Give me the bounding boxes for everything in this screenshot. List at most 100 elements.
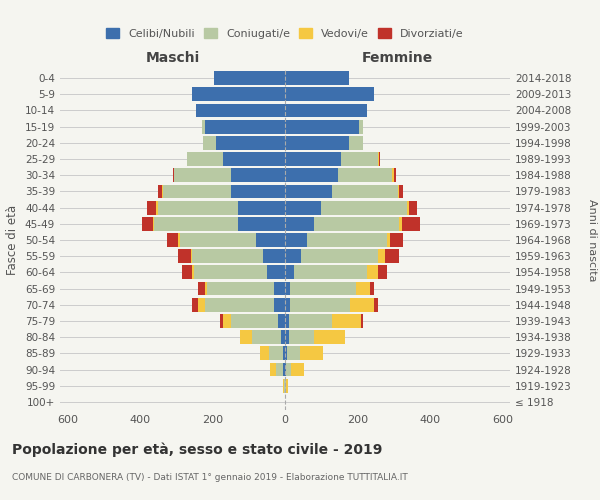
Text: Femmine: Femmine	[362, 51, 433, 65]
Bar	[349, 136, 363, 149]
Bar	[156, 200, 158, 214]
Bar	[392, 168, 394, 182]
Bar	[223, 314, 230, 328]
Bar	[398, 184, 400, 198]
Bar	[205, 298, 274, 312]
Bar	[400, 184, 403, 198]
Bar	[276, 362, 283, 376]
Bar	[367, 266, 377, 280]
Bar	[289, 314, 332, 328]
Bar	[256, 233, 285, 247]
Bar	[263, 250, 285, 263]
Bar	[253, 330, 281, 344]
Bar	[285, 136, 349, 149]
Bar	[374, 298, 377, 312]
Bar	[161, 184, 163, 198]
Bar	[341, 152, 377, 166]
Bar	[359, 120, 363, 134]
Bar	[175, 168, 230, 182]
Bar	[285, 200, 321, 214]
Text: Maschi: Maschi	[145, 51, 200, 65]
Bar	[290, 282, 356, 296]
Bar	[285, 298, 290, 312]
Bar	[370, 282, 374, 296]
Bar	[287, 346, 299, 360]
Bar	[321, 200, 407, 214]
Bar	[285, 88, 374, 101]
Bar	[285, 330, 289, 344]
Bar	[285, 379, 286, 392]
Bar	[202, 120, 205, 134]
Bar	[283, 362, 285, 376]
Bar	[223, 152, 285, 166]
Bar	[285, 362, 286, 376]
Bar	[307, 233, 386, 247]
Bar	[299, 346, 323, 360]
Bar	[239, 330, 253, 344]
Bar	[205, 282, 207, 296]
Bar	[377, 152, 379, 166]
Bar	[220, 314, 223, 328]
Bar	[147, 200, 156, 214]
Bar	[283, 379, 284, 392]
Bar	[285, 120, 359, 134]
Bar	[386, 233, 390, 247]
Bar	[193, 298, 198, 312]
Bar	[409, 200, 417, 214]
Bar	[203, 136, 216, 149]
Bar	[178, 250, 191, 263]
Bar	[207, 282, 274, 296]
Text: COMUNE DI CARBONERA (TV) - Dati ISTAT 1° gennaio 2019 - Elaborazione TUTTITALIA.: COMUNE DI CARBONERA (TV) - Dati ISTAT 1°…	[12, 472, 408, 482]
Bar	[198, 282, 205, 296]
Bar	[283, 346, 285, 360]
Bar	[152, 217, 154, 230]
Bar	[205, 120, 285, 134]
Bar	[194, 266, 267, 280]
Bar	[314, 217, 400, 230]
Bar	[285, 217, 314, 230]
Bar	[407, 200, 409, 214]
Bar	[281, 330, 285, 344]
Bar	[178, 233, 180, 247]
Bar	[377, 250, 385, 263]
Bar	[361, 314, 363, 328]
Bar	[191, 250, 193, 263]
Bar	[291, 362, 304, 376]
Bar	[230, 314, 278, 328]
Bar	[163, 184, 230, 198]
Bar	[350, 298, 374, 312]
Bar	[285, 104, 367, 118]
Text: Popolazione per età, sesso e stato civile - 2019: Popolazione per età, sesso e stato civil…	[12, 442, 382, 457]
Bar	[356, 282, 370, 296]
Bar	[269, 346, 283, 360]
Bar	[290, 298, 350, 312]
Bar	[294, 266, 367, 280]
Bar	[285, 282, 290, 296]
Legend: Celibi/Nubili, Coniugati/e, Vedovi/e, Divorziati/e: Celibi/Nubili, Coniugati/e, Vedovi/e, Di…	[103, 24, 467, 42]
Bar	[230, 184, 285, 198]
Bar	[285, 71, 349, 85]
Bar	[158, 200, 238, 214]
Bar	[274, 282, 285, 296]
Bar	[271, 362, 276, 376]
Bar	[182, 266, 193, 280]
Bar	[142, 217, 152, 230]
Bar	[286, 362, 291, 376]
Bar	[267, 266, 285, 280]
Bar	[154, 217, 238, 230]
Bar	[379, 152, 380, 166]
Bar	[198, 298, 205, 312]
Bar	[285, 184, 332, 198]
Bar	[193, 88, 285, 101]
Bar	[180, 233, 256, 247]
Bar	[196, 104, 285, 118]
Bar	[400, 217, 402, 230]
Bar	[193, 250, 263, 263]
Bar	[289, 330, 314, 344]
Bar	[187, 152, 223, 166]
Bar	[238, 200, 285, 214]
Bar	[260, 346, 269, 360]
Bar	[278, 314, 285, 328]
Bar	[274, 298, 285, 312]
Bar	[285, 233, 307, 247]
